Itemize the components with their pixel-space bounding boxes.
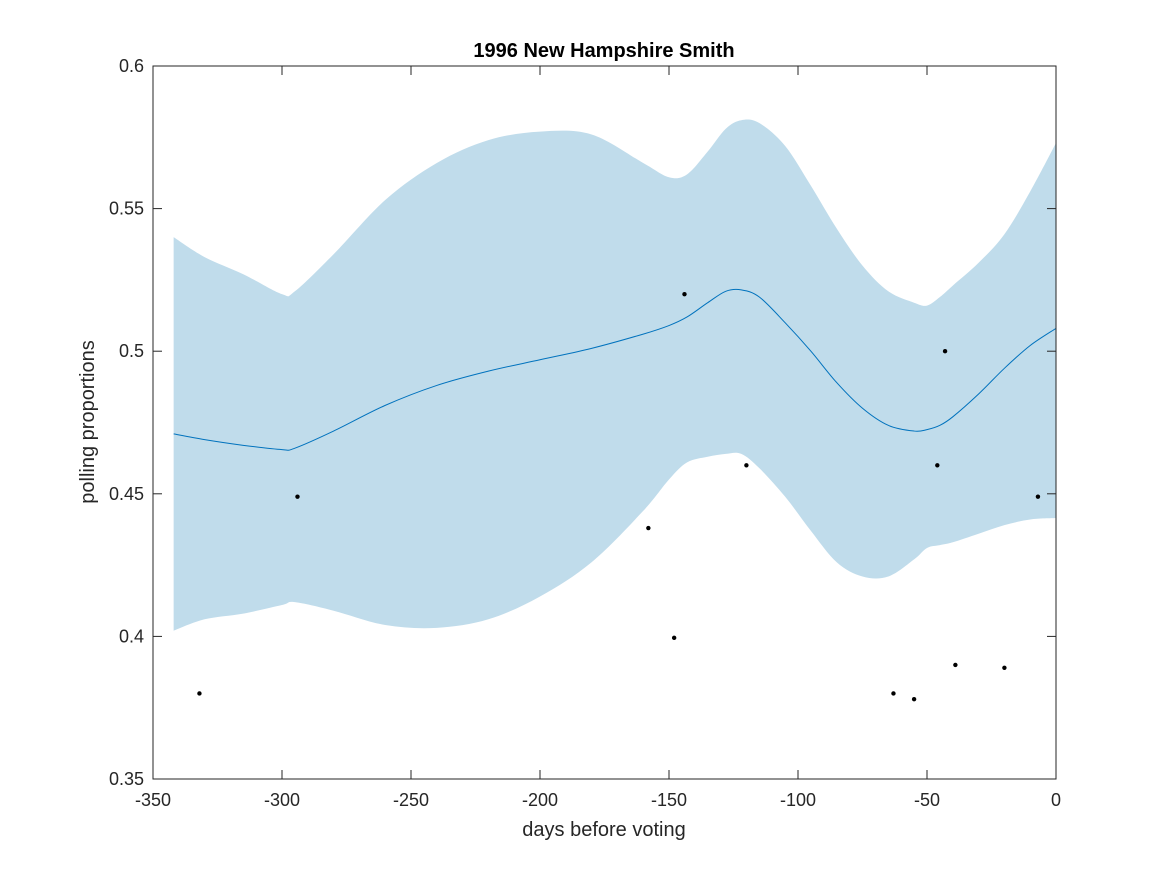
confidence-band bbox=[173, 119, 1056, 631]
x-tick-label: -200 bbox=[522, 790, 558, 810]
axis-ticks: -350 -300 -250 -200 -150 -100 -50 0 0.35 0.4 0.45 0… bbox=[109, 56, 1061, 810]
poll-point bbox=[1035, 494, 1041, 499]
x-tick-label: -150 bbox=[651, 790, 687, 810]
poll-point bbox=[935, 463, 940, 468]
poll-point bbox=[646, 525, 651, 531]
chart-title: 1996 New Hampshire Smith bbox=[473, 40, 734, 62]
x-axis-label: days before voting bbox=[522, 819, 685, 841]
x-tick-label: -250 bbox=[393, 790, 429, 810]
poll-point bbox=[682, 291, 687, 297]
x-tick-label: -50 bbox=[914, 790, 940, 810]
plot-area bbox=[152, 65, 1057, 780]
poll-point bbox=[671, 635, 677, 641]
y-tick-label: 0.4 bbox=[119, 626, 144, 646]
x-tick-label: -100 bbox=[780, 790, 816, 810]
y-tick-label: 0.5 bbox=[119, 341, 144, 361]
poll-point bbox=[1002, 665, 1007, 670]
poll-point bbox=[942, 349, 948, 354]
poll-point bbox=[911, 696, 917, 702]
x-tick-label: -350 bbox=[135, 790, 171, 810]
y-tick-label: 0.35 bbox=[109, 769, 144, 789]
y-tick-label: 0.55 bbox=[109, 199, 144, 219]
mean-line bbox=[173, 288, 1057, 451]
poll-point bbox=[953, 662, 958, 668]
x-tick-label: 0 bbox=[1051, 790, 1061, 810]
poll-point bbox=[295, 494, 300, 499]
poll-point bbox=[744, 463, 749, 468]
poll-point bbox=[891, 691, 896, 696]
axes-box bbox=[152, 65, 1057, 780]
y-axis-label: polling proportions bbox=[77, 340, 99, 503]
x-tick-label: -300 bbox=[264, 790, 300, 810]
poll-point bbox=[197, 691, 202, 696]
y-tick-label: 0.45 bbox=[109, 484, 144, 504]
y-tick-label: 0.6 bbox=[119, 56, 144, 76]
